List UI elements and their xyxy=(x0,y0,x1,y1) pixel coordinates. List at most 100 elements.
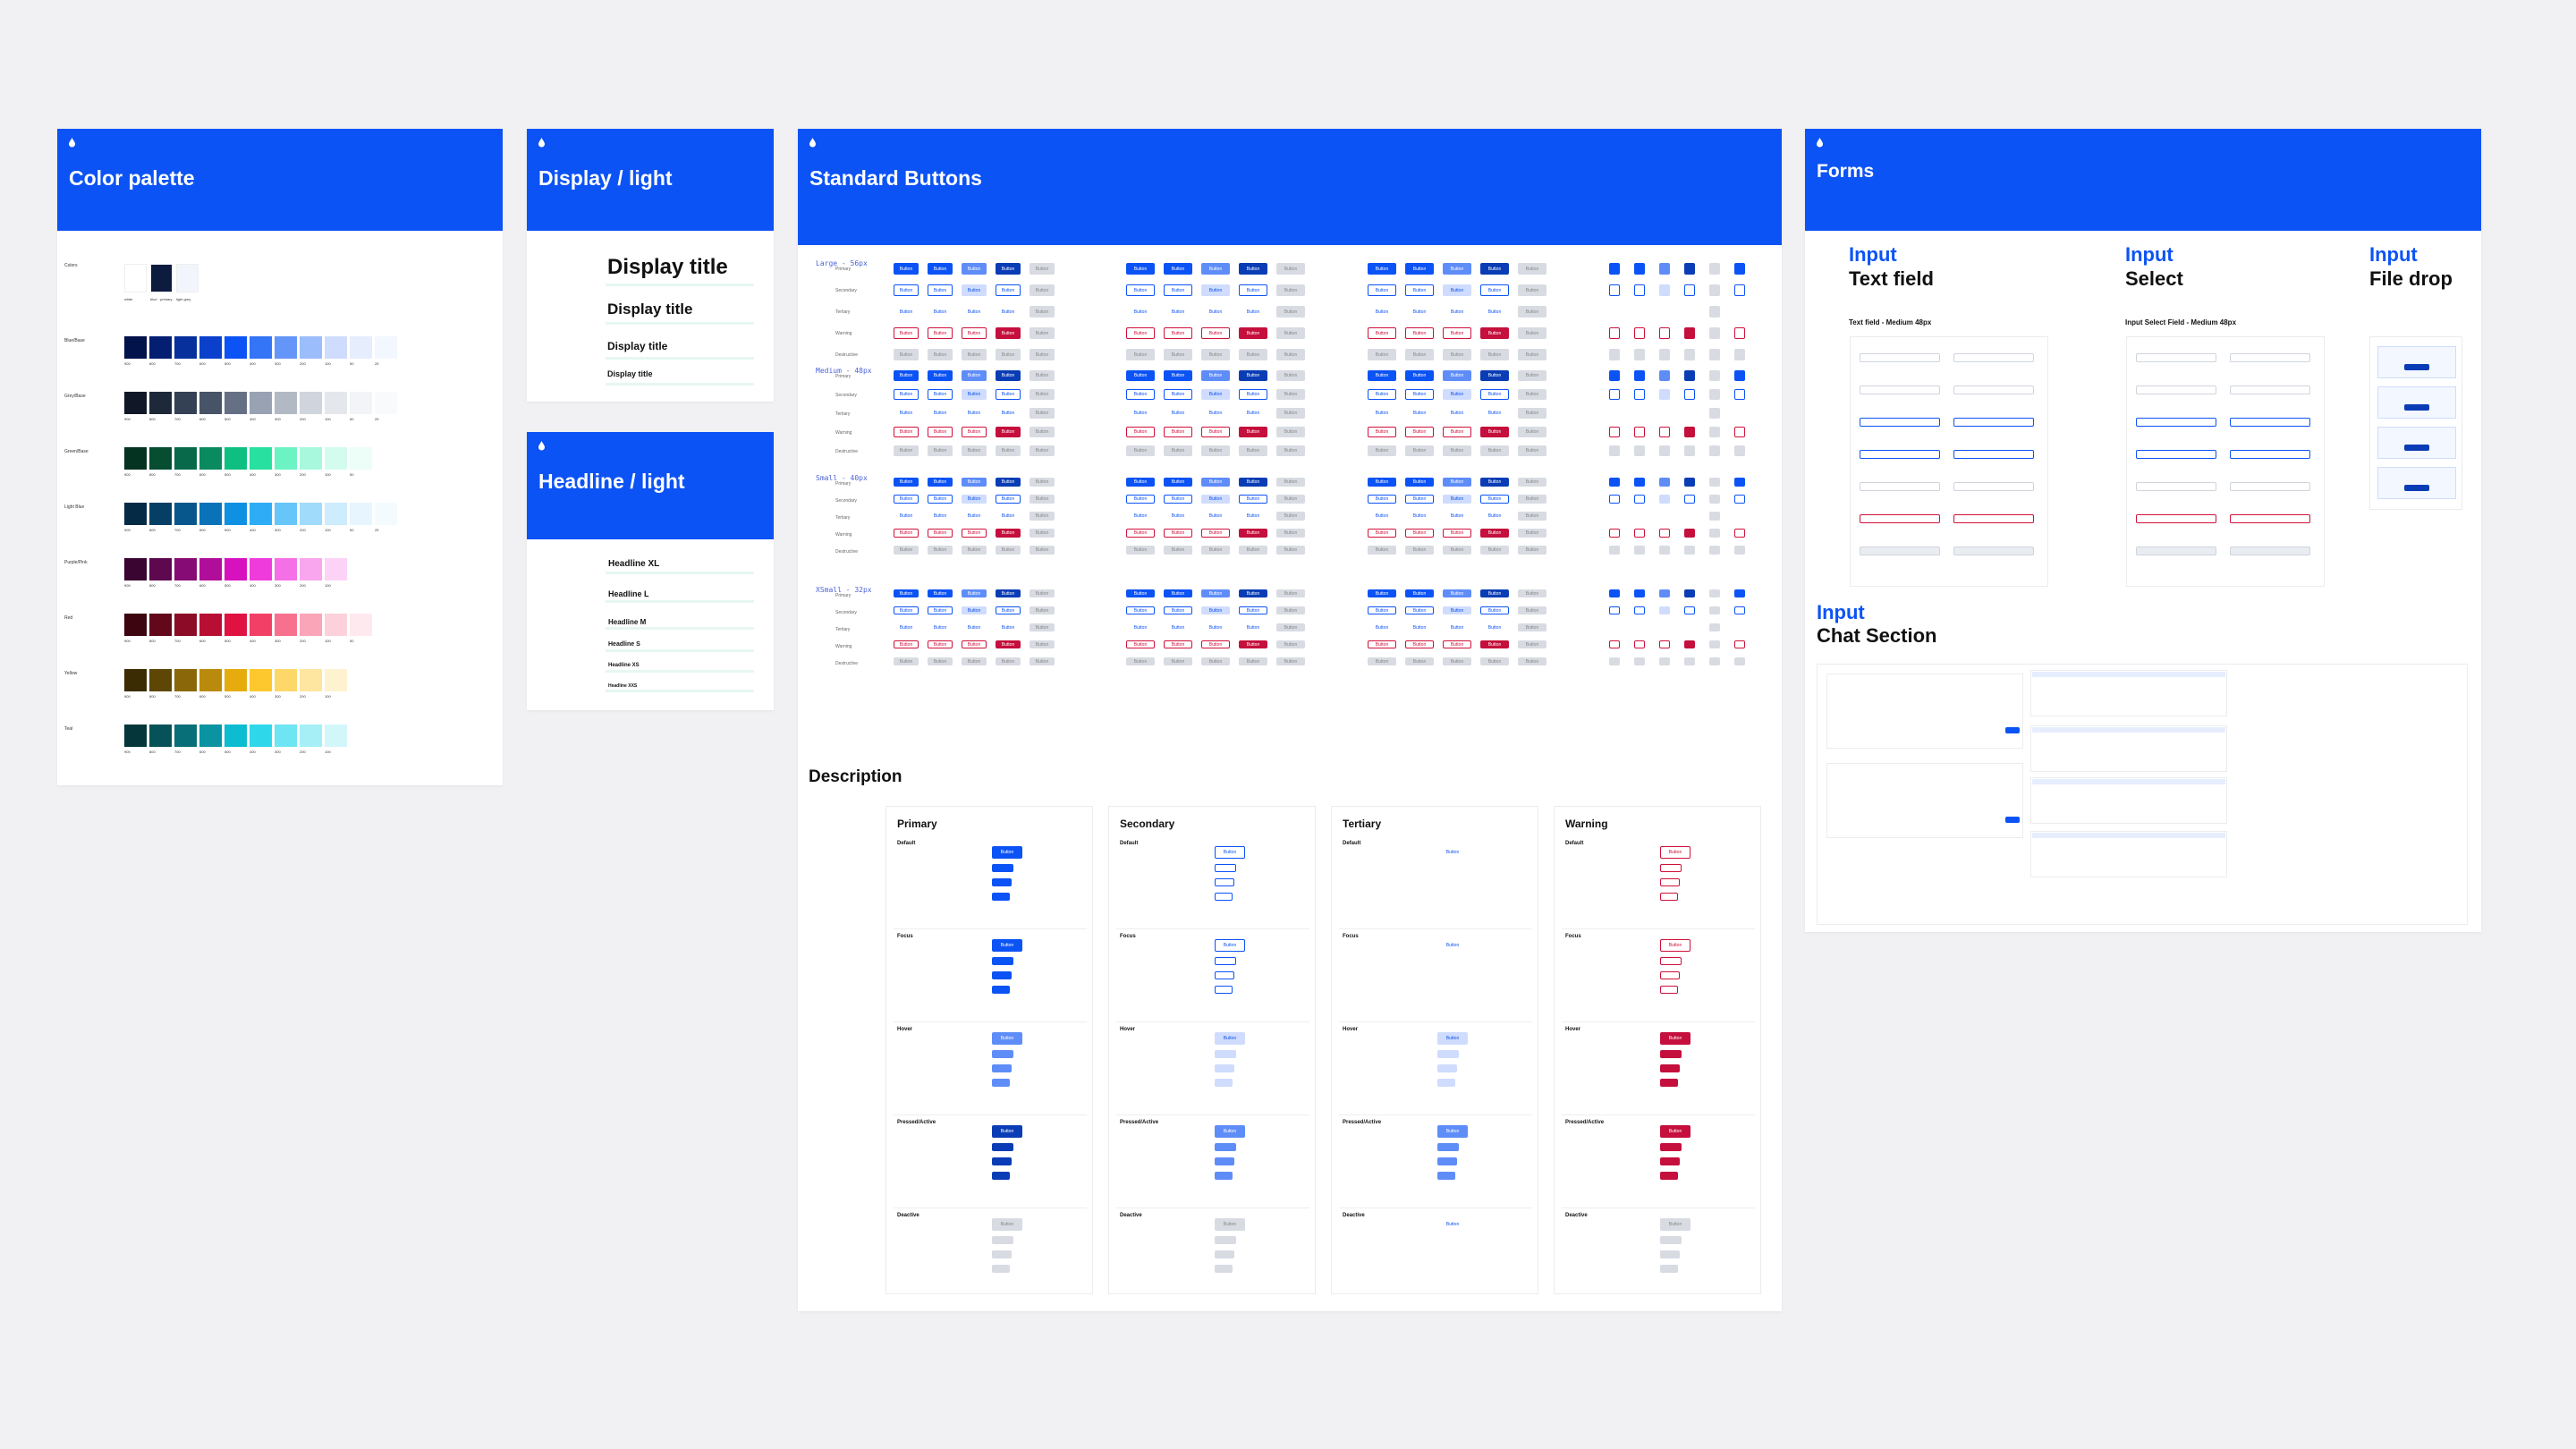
button-sample[interactable]: Button xyxy=(1276,657,1305,665)
button-sample[interactable]: Button xyxy=(996,349,1021,360)
button-sample[interactable]: Button xyxy=(1276,546,1305,555)
state-button-small[interactable] xyxy=(1215,1265,1233,1273)
button-sample[interactable]: Button xyxy=(1030,546,1055,555)
button-sample[interactable]: Button xyxy=(1239,284,1267,296)
icon-button[interactable] xyxy=(1709,445,1720,456)
button-sample[interactable]: Button xyxy=(996,495,1021,504)
button-sample[interactable]: Button xyxy=(1480,657,1509,665)
button-sample[interactable]: Button xyxy=(1375,309,1389,315)
state-button-small[interactable] xyxy=(1437,893,1455,901)
state-button-small[interactable] xyxy=(1215,957,1236,965)
button-sample[interactable]: Button xyxy=(1030,478,1055,487)
button-sample[interactable]: Button xyxy=(1126,606,1155,614)
button-sample[interactable]: Button xyxy=(894,370,919,381)
button-sample[interactable]: Button xyxy=(1405,478,1434,487)
button-sample[interactable]: Button xyxy=(1480,327,1509,339)
state-button-small[interactable] xyxy=(992,878,1012,886)
button-sample[interactable]: Button xyxy=(962,389,987,400)
button-sample[interactable]: Button xyxy=(899,513,913,519)
button-sample[interactable]: Button xyxy=(928,529,953,538)
icon-button[interactable] xyxy=(1609,263,1620,275)
icon-button[interactable] xyxy=(1634,657,1645,665)
button-sample[interactable]: Button xyxy=(1276,306,1305,318)
button-sample[interactable]: Button xyxy=(1164,495,1192,504)
button-sample[interactable]: Button xyxy=(1164,349,1192,360)
icon-button[interactable] xyxy=(1684,389,1695,400)
icon-button[interactable] xyxy=(1734,408,1745,419)
button-sample[interactable]: Button xyxy=(1201,589,1230,597)
state-button-small[interactable] xyxy=(1215,878,1234,886)
button-sample[interactable]: Button xyxy=(962,657,987,665)
state-button[interactable]: Button xyxy=(1660,1218,1690,1231)
icon-button[interactable] xyxy=(1684,478,1695,487)
chat-send-button[interactable] xyxy=(2005,817,2020,823)
button-sample[interactable]: Button xyxy=(928,284,953,296)
state-button[interactable]: Button xyxy=(992,939,1022,952)
icon-button[interactable] xyxy=(1734,327,1745,339)
state-button-small[interactable] xyxy=(1437,1064,1457,1072)
button-sample[interactable]: Button xyxy=(1480,389,1509,400)
button-sample[interactable]: Button xyxy=(1201,657,1230,665)
button-sample[interactable]: Button xyxy=(1171,309,1185,315)
icon-button[interactable] xyxy=(1634,370,1645,381)
state-button[interactable]: Button xyxy=(1660,1032,1690,1045)
form-field[interactable] xyxy=(1953,514,2034,523)
button-sample[interactable]: Button xyxy=(1276,495,1305,504)
icon-button[interactable] xyxy=(1634,327,1645,339)
button-sample[interactable]: Button xyxy=(928,349,953,360)
button-sample[interactable]: Button xyxy=(1030,327,1055,339)
button-sample[interactable]: Button xyxy=(1201,529,1230,538)
button-sample[interactable]: Button xyxy=(1030,306,1055,318)
button-sample[interactable]: Button xyxy=(899,411,913,416)
icon-button[interactable] xyxy=(1709,623,1720,631)
icon-button[interactable] xyxy=(1609,349,1620,360)
button-sample[interactable]: Button xyxy=(1405,389,1434,400)
button-sample[interactable]: Button xyxy=(1405,495,1434,504)
button-sample[interactable]: Button xyxy=(1201,606,1230,614)
icon-button[interactable] xyxy=(1609,495,1620,504)
button-sample[interactable]: Button xyxy=(1030,512,1055,521)
icon-button[interactable] xyxy=(1734,389,1745,400)
button-sample[interactable]: Button xyxy=(996,478,1021,487)
button-sample[interactable]: Button xyxy=(962,478,987,487)
button-sample[interactable]: Button xyxy=(1239,427,1267,437)
button-sample[interactable]: Button xyxy=(1405,370,1434,381)
button-sample[interactable]: Button xyxy=(962,327,987,339)
button-sample[interactable]: Button xyxy=(1368,263,1396,275)
button-sample[interactable]: Button xyxy=(1239,389,1267,400)
state-button-small[interactable] xyxy=(1660,1157,1680,1165)
icon-button[interactable] xyxy=(1634,529,1645,538)
state-button-small[interactable] xyxy=(1660,1250,1680,1258)
state-button-small[interactable] xyxy=(1215,1236,1236,1244)
icon-button[interactable] xyxy=(1634,284,1645,296)
state-button-small[interactable] xyxy=(1437,1079,1455,1087)
button-sample[interactable]: Button xyxy=(1133,411,1148,416)
button-sample[interactable]: Button xyxy=(1201,284,1230,296)
button-sample[interactable]: Button xyxy=(1443,370,1471,381)
button-sample[interactable]: Button xyxy=(1450,309,1464,315)
button-sample[interactable]: Button xyxy=(1126,327,1155,339)
button-sample[interactable]: Button xyxy=(1450,513,1464,519)
icon-button[interactable] xyxy=(1659,284,1670,296)
button-sample[interactable]: Button xyxy=(1480,546,1509,555)
icon-button[interactable] xyxy=(1684,623,1695,631)
form-field[interactable] xyxy=(1860,353,1940,362)
button-sample[interactable]: Button xyxy=(1443,427,1471,437)
button-sample[interactable]: Button xyxy=(1030,349,1055,360)
button-sample[interactable]: Button xyxy=(962,349,987,360)
button-sample[interactable]: Button xyxy=(1405,606,1434,614)
button-sample[interactable]: Button xyxy=(1126,478,1155,487)
state-button-small[interactable] xyxy=(1660,1172,1678,1180)
button-sample[interactable]: Button xyxy=(1208,513,1223,519)
state-button-small[interactable] xyxy=(1437,878,1457,886)
button-sample[interactable]: Button xyxy=(1030,495,1055,504)
drop-zone-button[interactable] xyxy=(2404,445,2429,451)
button-sample[interactable]: Button xyxy=(1030,370,1055,381)
icon-button[interactable] xyxy=(1684,546,1695,555)
button-sample[interactable]: Button xyxy=(1164,529,1192,538)
button-sample[interactable]: Button xyxy=(1443,327,1471,339)
button-sample[interactable]: Button xyxy=(1443,478,1471,487)
icon-button[interactable] xyxy=(1684,529,1695,538)
icon-button[interactable] xyxy=(1659,370,1670,381)
button-sample[interactable]: Button xyxy=(1246,411,1260,416)
